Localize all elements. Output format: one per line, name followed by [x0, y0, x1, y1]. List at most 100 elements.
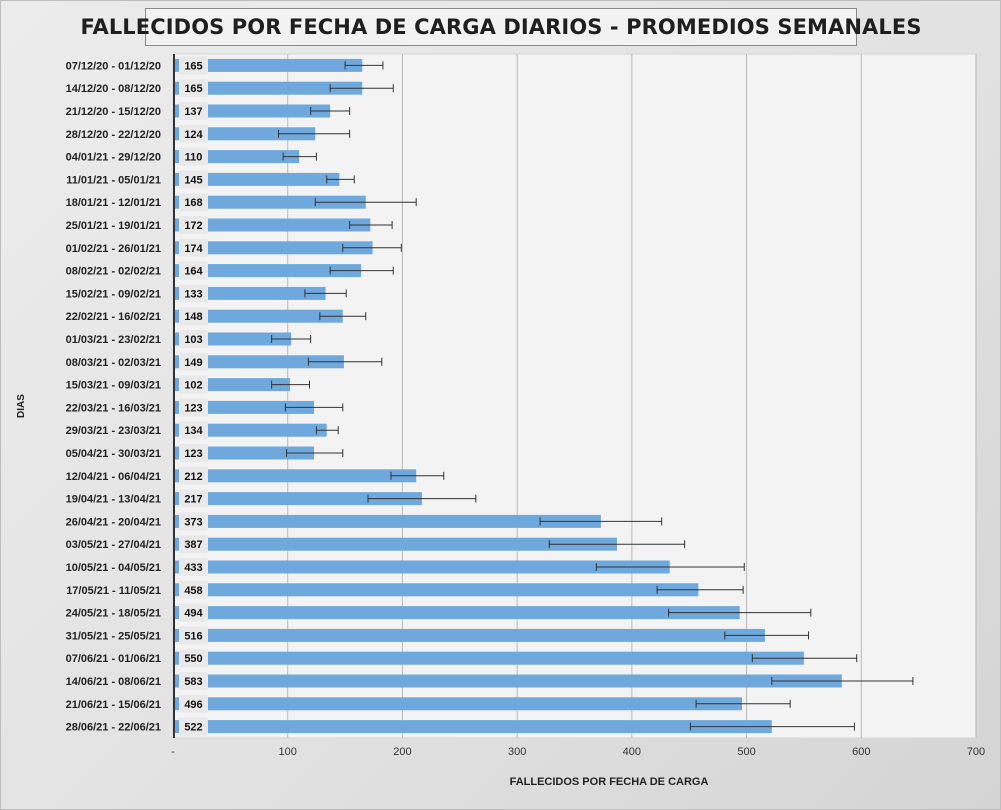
- data-label-box: [179, 56, 208, 75]
- bar: [173, 286, 326, 300]
- y-tick-label: 19/04/21 - 13/04/21: [66, 494, 161, 506]
- y-tick-label: 29/03/21 - 23/03/21: [66, 425, 161, 437]
- bar: [173, 720, 772, 734]
- data-label-box: [179, 375, 208, 394]
- data-label: 172: [184, 220, 202, 232]
- data-label: 148: [184, 311, 202, 323]
- x-tick-label: 400: [623, 746, 641, 758]
- data-label-box: [179, 352, 208, 371]
- bar: [173, 172, 340, 186]
- y-tick-label: 14/06/21 - 08/06/21: [66, 676, 161, 688]
- y-tick-label: 24/05/21 - 18/05/21: [66, 608, 161, 620]
- bar: [173, 674, 842, 688]
- data-label-box: [179, 421, 208, 440]
- data-label-box: [179, 193, 208, 212]
- y-tick-label: 04/01/21 - 29/12/20: [66, 152, 161, 164]
- data-label: 522: [184, 722, 202, 734]
- data-label: 123: [184, 448, 202, 460]
- x-axis-label: FALLECIDOS POR FECHA DE CARGA: [509, 776, 709, 788]
- data-label: 110: [185, 152, 203, 164]
- data-label: 168: [184, 197, 202, 209]
- data-label: 123: [184, 402, 202, 414]
- bar: [173, 583, 699, 597]
- y-tick-label: 18/01/21 - 12/01/21: [66, 197, 161, 209]
- data-label: 494: [184, 608, 203, 620]
- data-label-box: [179, 170, 208, 189]
- x-tick-label: 200: [393, 746, 411, 758]
- data-label-box: [179, 603, 208, 622]
- data-label: 102: [184, 380, 202, 392]
- data-label: 174: [184, 243, 203, 255]
- chart-title-box: FALLECIDOS POR FECHA DE CARGA DIARIOS - …: [80, 8, 921, 46]
- data-label: 133: [184, 288, 202, 300]
- x-tick-label: 700: [967, 746, 985, 758]
- y-tick-label: 21/12/20 - 15/12/20: [66, 106, 161, 118]
- data-label-box: [179, 489, 208, 508]
- data-label-box: [179, 124, 208, 143]
- data-label: 124: [184, 129, 203, 141]
- data-label-box: [179, 102, 208, 120]
- data-label: 387: [184, 539, 202, 551]
- bar: [173, 264, 362, 278]
- y-tick-label: 17/05/21 - 11/05/21: [66, 585, 161, 597]
- data-label-box: [179, 261, 208, 280]
- y-tick-label: 15/02/21 - 09/02/21: [66, 288, 161, 300]
- bar: [173, 309, 343, 323]
- y-tick-label: 08/03/21 - 02/03/21: [66, 357, 161, 369]
- data-label-box: [179, 649, 208, 668]
- data-label: 165: [184, 83, 202, 95]
- y-tick-label: 28/12/20 - 22/12/20: [66, 129, 161, 141]
- bar: [173, 446, 315, 460]
- x-tick-label: 300: [508, 746, 526, 758]
- data-label-box: [179, 558, 208, 576]
- data-label: 164: [184, 266, 203, 278]
- y-tick-label: 12/04/21 - 06/04/21: [66, 471, 161, 483]
- x-tick-label: 600: [852, 746, 870, 758]
- y-tick-label: 05/04/21 - 30/03/21: [66, 448, 161, 460]
- y-tick-label: 15/03/21 - 09/03/21: [66, 380, 161, 392]
- bar: [173, 651, 804, 665]
- data-label: 212: [184, 471, 202, 483]
- data-label-box: [179, 535, 208, 554]
- y-tick-label: 31/05/21 - 25/05/21: [66, 630, 161, 642]
- y-tick-label: 03/05/21 - 27/04/21: [66, 539, 161, 551]
- y-tick-label: 26/04/21 - 20/04/21: [66, 516, 161, 528]
- y-tick-label: 22/03/21 - 16/03/21: [66, 402, 161, 414]
- bar: [173, 195, 366, 209]
- bar: [173, 537, 617, 551]
- bar: [173, 423, 327, 437]
- y-tick-label: 07/06/21 - 01/06/21: [66, 653, 161, 665]
- data-label: 137: [184, 106, 202, 118]
- data-label: 458: [184, 585, 202, 597]
- plot-area: [172, 53, 977, 739]
- y-tick-label: 07/12/20 - 01/12/20: [66, 60, 161, 72]
- data-label-box: [179, 717, 208, 736]
- bar: [173, 58, 363, 72]
- data-label-box: [179, 147, 208, 166]
- x-tick-label: 500: [737, 746, 755, 758]
- data-label: 433: [184, 562, 202, 574]
- data-label-box: [179, 444, 208, 462]
- data-label: 373: [184, 516, 202, 528]
- bar: [173, 628, 765, 642]
- y-tick-label: 01/02/21 - 26/01/21: [66, 243, 161, 255]
- y-tick-label: 11/01/21 - 05/01/21: [66, 174, 161, 186]
- data-label-box: [179, 512, 208, 531]
- y-tick-label: 08/02/21 - 02/02/21: [66, 266, 161, 278]
- x-tick-label: -: [171, 746, 175, 758]
- y-tick-label: 14/12/20 - 08/12/20: [66, 83, 161, 95]
- data-label-box: [179, 238, 208, 257]
- bar: [173, 514, 601, 528]
- data-label: 583: [184, 676, 202, 688]
- y-axis-label: DIAS: [16, 394, 27, 418]
- data-label: 550: [184, 653, 202, 665]
- chart-title: FALLECIDOS POR FECHA DE CARGA DIARIOS - …: [80, 15, 922, 39]
- y-tick-label: 01/03/21 - 23/02/21: [66, 334, 161, 346]
- data-label: 217: [184, 494, 202, 506]
- data-label: 496: [184, 699, 202, 711]
- bar: [173, 606, 740, 620]
- data-label-box: [179, 466, 208, 485]
- data-label-box: [179, 216, 208, 234]
- data-label-box: [179, 672, 208, 690]
